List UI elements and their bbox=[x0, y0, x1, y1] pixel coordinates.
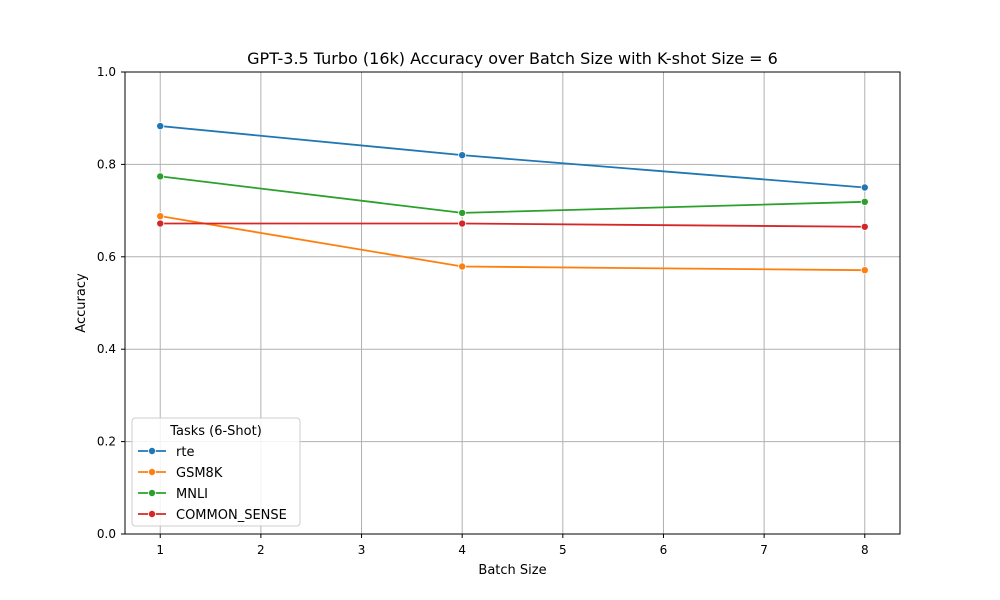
x-tick-label: 6 bbox=[660, 543, 668, 557]
legend-item: rte bbox=[138, 445, 194, 460]
y-tick-label: 1.0 bbox=[97, 65, 116, 79]
data-point bbox=[156, 172, 165, 181]
chart-title: GPT-3.5 Turbo (16k) Accuracy over Batch … bbox=[247, 49, 778, 68]
legend-label: rte bbox=[176, 445, 194, 460]
data-point bbox=[860, 183, 869, 192]
data-point bbox=[156, 122, 165, 131]
legend-marker bbox=[147, 467, 156, 476]
x-axis-label: Batch Size bbox=[478, 563, 546, 578]
y-axis-label: Accuracy bbox=[74, 273, 89, 333]
plot-frame bbox=[124, 71, 901, 535]
legend-title: Tasks (6-Shot) bbox=[169, 424, 262, 439]
data-point bbox=[458, 208, 467, 217]
data-point bbox=[860, 197, 869, 206]
legend-label: MNLI bbox=[176, 487, 208, 502]
y-tick-label: 0.6 bbox=[97, 250, 116, 264]
series-lines bbox=[156, 122, 869, 275]
data-point bbox=[860, 222, 869, 231]
x-tick-label: 3 bbox=[358, 543, 366, 557]
data-point bbox=[860, 266, 869, 275]
legend-label: COMMON_SENSE bbox=[176, 508, 287, 523]
legend-label: GSM8K bbox=[176, 466, 223, 481]
y-axis-ticks: 0.0 0.2 0.4 0.6 0.8 1.0 bbox=[97, 65, 125, 541]
legend-marker bbox=[147, 509, 156, 518]
y-tick-label: 0.4 bbox=[97, 342, 116, 356]
y-tick-label: 0.8 bbox=[97, 157, 116, 171]
data-point bbox=[458, 262, 467, 271]
x-tick-label: 2 bbox=[257, 543, 265, 557]
legend-box bbox=[131, 417, 301, 527]
x-axis-ticks: 1 2 3 4 5 6 7 8 bbox=[156, 534, 869, 557]
x-tick-label: 7 bbox=[760, 543, 768, 557]
legend-item: GSM8K bbox=[138, 466, 223, 481]
data-point bbox=[156, 219, 165, 228]
series-gsm8k bbox=[156, 212, 869, 275]
y-tick-label: 0.0 bbox=[97, 527, 116, 541]
data-point bbox=[458, 219, 467, 228]
series-common-sense bbox=[156, 219, 869, 231]
data-point bbox=[458, 151, 467, 160]
x-tick-label: 1 bbox=[156, 543, 164, 557]
legend-item: MNLI bbox=[138, 487, 208, 502]
legend-item: COMMON_SENSE bbox=[138, 508, 287, 523]
x-tick-label: 4 bbox=[458, 543, 466, 557]
legend-marker bbox=[147, 446, 156, 455]
legend: Tasks (6-Shot) rte GSM8K MNLI COMMON_SENSE bbox=[131, 417, 301, 527]
y-tick-label: 0.2 bbox=[97, 435, 116, 449]
x-tick-label: 8 bbox=[861, 543, 869, 557]
series-rte bbox=[156, 122, 869, 192]
data-point bbox=[156, 212, 165, 221]
x-tick-label: 5 bbox=[559, 543, 567, 557]
legend-marker bbox=[147, 488, 156, 497]
series-mnli bbox=[156, 172, 869, 217]
